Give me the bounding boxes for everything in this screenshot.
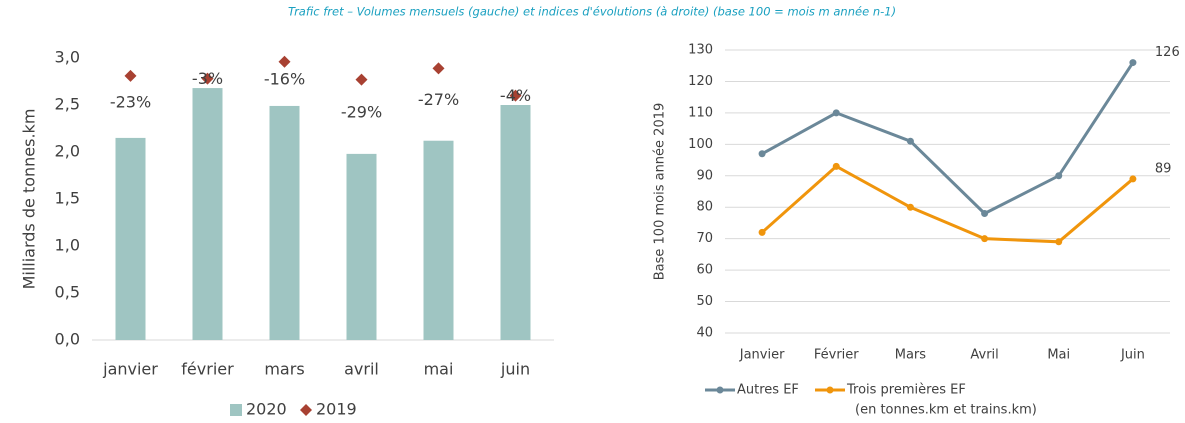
x-tick-label: Avril <box>970 348 998 363</box>
y-axis-label: Milliards de tonnes.km <box>20 109 39 290</box>
legend-swatch <box>230 404 242 416</box>
bar <box>500 105 531 340</box>
legend-swatch <box>300 404 312 416</box>
y-tick-label: 2,5 <box>55 95 80 114</box>
y-tick-label: 110 <box>688 105 713 120</box>
x-tick-label: Juin <box>1120 348 1145 363</box>
bar <box>346 153 377 340</box>
point <box>758 150 766 158</box>
x-tick-label: mai <box>424 360 454 379</box>
point <box>981 210 989 218</box>
change-label: -29% <box>341 102 382 121</box>
diamond-marker <box>355 73 368 86</box>
y-tick-label: 2,0 <box>55 142 80 161</box>
point <box>1055 172 1063 180</box>
y-tick-label: 0,0 <box>55 330 80 349</box>
legend-point <box>826 386 834 394</box>
y-tick-label: 120 <box>688 74 713 89</box>
diamond-marker <box>124 69 137 82</box>
legend-point <box>716 386 724 394</box>
x-tick-label: février <box>181 360 234 379</box>
diamond-marker <box>509 89 522 102</box>
point <box>1129 175 1137 183</box>
y-tick-label: 1,5 <box>55 189 80 208</box>
x-tick-label: Mars <box>895 348 927 363</box>
y-tick-label: 60 <box>696 263 713 278</box>
diamond-marker <box>432 62 445 75</box>
end-label: 89 <box>1155 161 1172 176</box>
y-tick-label: 130 <box>688 43 713 58</box>
x-tick-label: juin <box>500 360 530 379</box>
legend-label: 2020 <box>246 400 287 419</box>
x-tick-label: janvier <box>102 360 158 379</box>
y-tick-label: 70 <box>696 231 713 246</box>
legend-note: (en tonnes.km et trains.km) <box>855 403 1037 418</box>
y-tick-label: 3,0 <box>55 48 80 67</box>
bar <box>115 137 146 340</box>
y-axis-label: Base 100 mois année 2019 <box>653 103 668 281</box>
change-label: -23% <box>110 92 151 111</box>
x-tick-label: avril <box>344 360 379 379</box>
diamond-marker <box>278 55 291 68</box>
y-tick-label: 80 <box>696 200 713 215</box>
legend-label: 2019 <box>316 400 357 419</box>
point <box>981 235 989 243</box>
change-label: -16% <box>264 69 305 88</box>
page-title: Trafic fret – Volumes mensuels (gauche) … <box>288 5 896 19</box>
x-tick-label: Mai <box>1047 348 1070 363</box>
bar <box>423 140 454 340</box>
bar <box>269 105 300 340</box>
line <box>761 61 1135 216</box>
point <box>906 203 914 211</box>
x-tick-label: Février <box>814 348 859 363</box>
y-tick-label: 90 <box>696 168 713 183</box>
y-tick-label: 0,5 <box>55 283 80 302</box>
y-tick-label: 50 <box>696 294 713 309</box>
legend-label: Autres EF <box>737 383 799 398</box>
y-tick-label: 40 <box>696 326 713 341</box>
point <box>1129 59 1137 67</box>
point <box>1055 238 1063 246</box>
y-tick-label: 1,0 <box>55 236 80 255</box>
point <box>832 162 840 170</box>
change-label: -4% <box>500 86 531 105</box>
change-label: -27% <box>418 90 459 109</box>
end-label: 126 <box>1155 45 1180 60</box>
point <box>758 228 766 236</box>
diamond-marker <box>201 72 214 85</box>
point <box>832 109 840 117</box>
x-tick-label: mars <box>264 360 304 379</box>
y-tick-label: 100 <box>688 137 713 152</box>
bar <box>192 88 223 340</box>
line <box>761 164 1134 244</box>
legend-label: Trois premières EF <box>846 383 966 398</box>
x-tick-label: Janvier <box>739 348 785 363</box>
point <box>906 137 914 145</box>
change-label: -3% <box>192 69 223 88</box>
